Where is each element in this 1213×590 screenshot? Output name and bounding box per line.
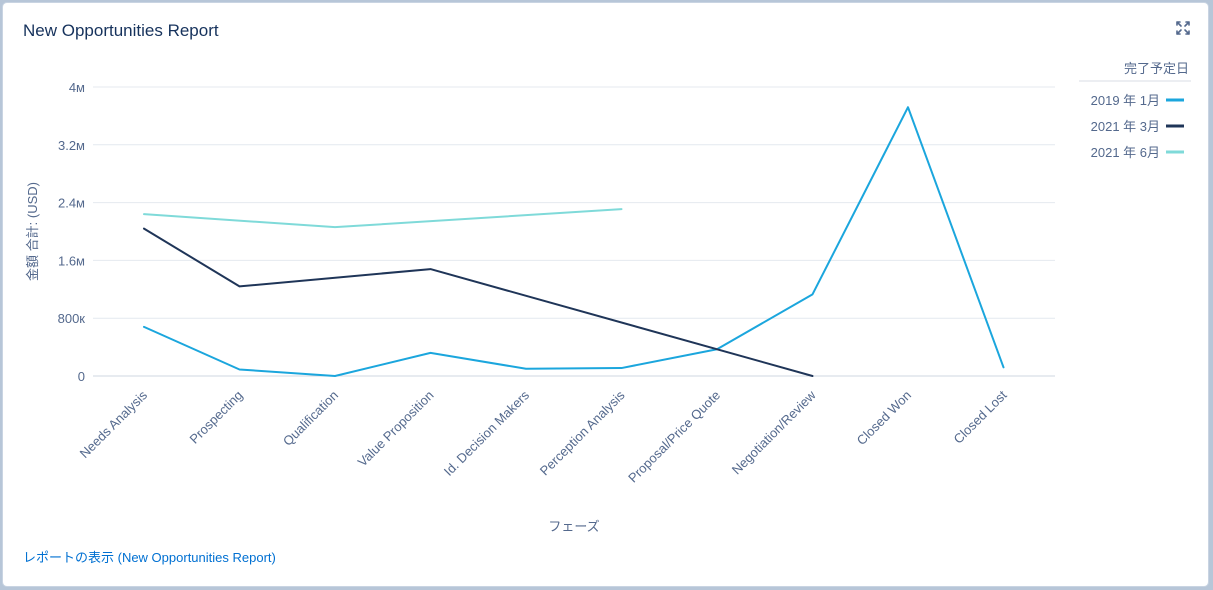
data-point [332,224,338,230]
data-point [428,266,434,272]
x-tick-label: Qualification [280,388,341,449]
data-point [619,206,625,212]
legend-item-label[interactable]: 2019 年 1月 [1091,93,1160,108]
y-tick-label: 0 [78,369,85,384]
x-tick-label: Negotiation/Review [729,387,819,477]
x-tick-label: Proposal/Price Quote [625,388,723,486]
data-point [141,226,147,232]
data-point [237,283,243,289]
y-axis-title: 金額 合計: (USD) [25,182,40,281]
y-tick-label: 4м [69,80,85,95]
y-tick-label: 3.2м [58,138,85,153]
chart-title: New Opportunities Report [23,21,219,40]
report-card: New Opportunities Report 0 800к 1.6м 2.4м 3.… [3,3,1208,586]
legend-item-label[interactable]: 2021 年 3月 [1091,119,1160,134]
data-point [141,324,147,330]
x-tick-label: Value Proposition [355,388,437,470]
legend-item-label[interactable]: 2021 年 6月 [1091,145,1160,160]
data-point [237,366,243,372]
x-tick-label: Perception Analysis [537,387,628,478]
y-tick-label: 800к [58,311,86,326]
data-point [332,373,338,379]
expand-icon[interactable] [1174,19,1192,37]
data-point [810,291,816,297]
series-line-1 [143,106,1005,377]
x-tick-label: Closed Won [854,388,915,449]
data-point [428,350,434,356]
y-tick-label: 2.4м [58,196,85,211]
data-point [141,211,147,217]
legend-title: 完了予定日 [1124,61,1189,76]
x-tick-label: Needs Analysis [77,387,151,461]
data-point [619,365,625,371]
x-tick-label: Prospecting [186,388,245,447]
data-point [1001,364,1007,370]
x-tick-label: Closed Lost [950,387,1009,446]
line-chart: 0 800к 1.6м 2.4м 3.2м 4м 金額 合計: (USD) Needs Ana… [25,61,1191,534]
view-report-link[interactable]: レポートの表示 (New Opportunities Report) [23,550,276,565]
x-tick-label: Id. Decision Makers [441,387,533,479]
data-point [905,104,911,110]
series-line-2 [143,227,814,377]
y-tick-label: 1.6м [58,253,85,268]
x-axis-title: フェーズ [548,519,599,534]
series-line-3 [143,208,623,229]
data-point [523,366,529,372]
data-point [810,373,816,379]
